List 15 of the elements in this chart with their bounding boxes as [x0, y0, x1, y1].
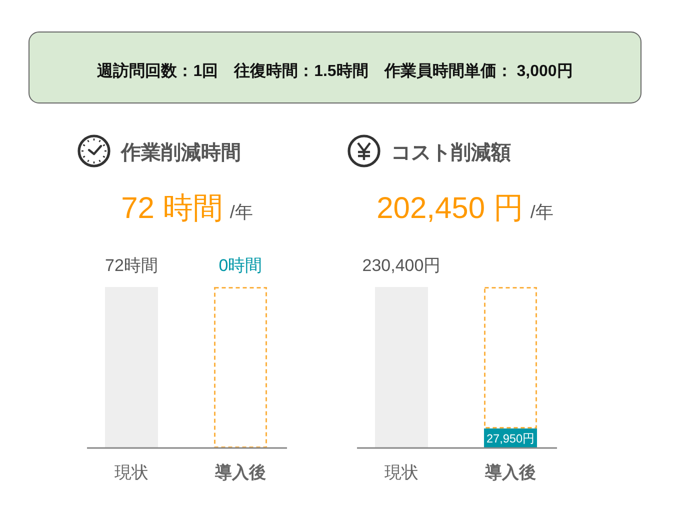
chart-subtitle: 202,450 円	[376, 192, 524, 225]
data-label: 27,950円	[486, 431, 535, 446]
data-label: 72時間	[105, 256, 158, 275]
text: /年	[530, 202, 554, 222]
data-label: 0時間	[218, 256, 262, 275]
chart-title: コスト削減額	[391, 141, 511, 164]
text: 週訪問回数：1回 往復時間：1.5時間 作業員時間単価： 3,000円	[96, 62, 573, 80]
chart-subtitle: 72 時間	[121, 192, 223, 225]
x-tick-label: 導入後	[214, 463, 266, 482]
text: /年	[230, 202, 253, 222]
x-tick-label: 現状	[114, 463, 148, 482]
x-tick-label: 現状	[384, 463, 418, 482]
chart-title: 作業削減時間	[120, 142, 241, 164]
data-label: 230,400円	[362, 256, 441, 275]
x-tick-label: 導入後	[484, 463, 536, 482]
